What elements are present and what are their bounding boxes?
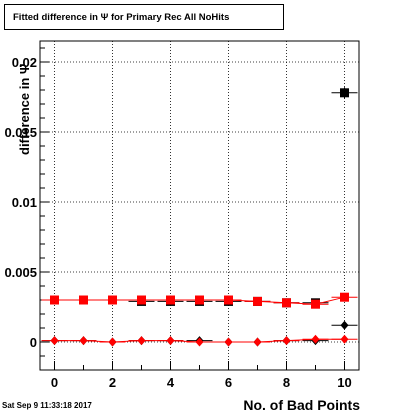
chart-title: Fitted difference in Ψ for Primary Rec A…: [4, 4, 284, 30]
timestamp: Sat Sep 9 11:33:18 2017: [2, 401, 92, 410]
data-point: [340, 292, 349, 302]
data-point: [108, 337, 117, 347]
data-point: [253, 337, 262, 347]
data-point: [79, 295, 88, 305]
y-tick-label: 0.02: [12, 55, 37, 70]
data-series: [41, 334, 358, 347]
data-point: [108, 295, 117, 305]
data-series: [41, 292, 358, 309]
data-point: [137, 336, 146, 346]
data-point: [340, 88, 349, 98]
x-tick-label: 6: [225, 375, 232, 390]
y-tick-label: 0: [30, 335, 37, 350]
plot-frame: [39, 40, 360, 371]
x-tick-label: 10: [337, 375, 351, 390]
data-point: [195, 337, 204, 347]
y-axis-label: difference in Ψ: [17, 63, 32, 155]
data-point: [282, 336, 291, 346]
data-point: [137, 295, 146, 305]
x-tick-label: 8: [283, 375, 290, 390]
data-point: [50, 295, 59, 305]
data-point: [340, 320, 349, 330]
x-tick-label: 0: [51, 375, 58, 390]
data-point: [50, 336, 59, 346]
y-tick-label: 0.015: [4, 125, 37, 140]
data-point: [224, 337, 233, 347]
y-tick-label: 0.005: [4, 265, 37, 280]
y-tick-label: 0.01: [12, 195, 37, 210]
data-point: [311, 334, 320, 344]
data-point: [79, 336, 88, 346]
x-tick-label: 2: [109, 375, 116, 390]
x-tick-label: 4: [167, 375, 175, 390]
data-point: [253, 296, 262, 306]
data-point: [166, 336, 175, 346]
data-point: [311, 299, 320, 309]
plot-area: [40, 41, 359, 370]
data-point: [195, 295, 204, 305]
data-point: [282, 298, 291, 308]
x-axis-label: No. of Bad Points: [243, 397, 360, 413]
data-point: [340, 334, 349, 344]
data-point: [166, 295, 175, 305]
data-point: [224, 295, 233, 305]
